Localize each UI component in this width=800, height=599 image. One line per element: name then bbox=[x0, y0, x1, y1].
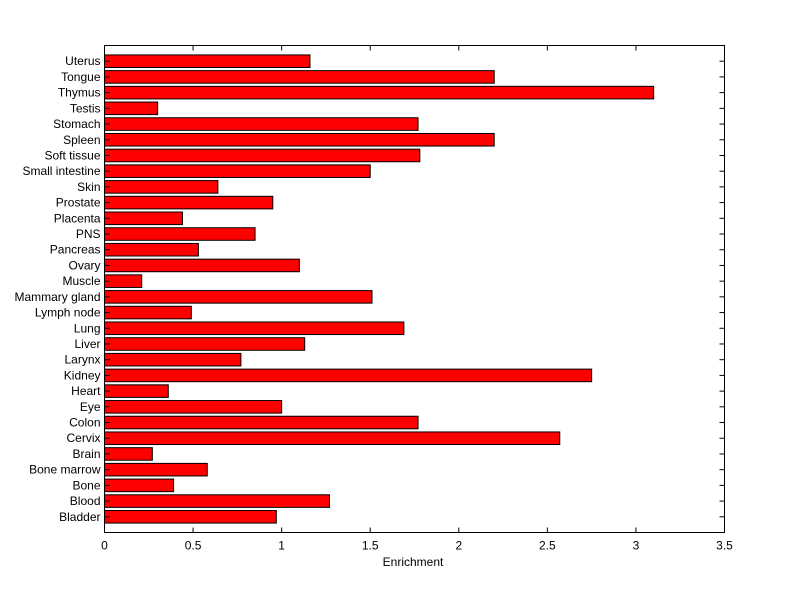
bar-tongue bbox=[104, 70, 495, 84]
y-tick-label: Liver bbox=[74, 337, 100, 351]
y-tick-label: Brain bbox=[72, 447, 100, 461]
y-tick-label: Soft tissue bbox=[44, 148, 100, 162]
x-axis-title: Enrichment bbox=[383, 555, 444, 569]
y-tick-label: PNS bbox=[76, 227, 101, 241]
y-tick-label: Bone bbox=[72, 478, 100, 492]
y-tick-label: Spleen bbox=[63, 133, 100, 147]
bar-bone bbox=[104, 478, 175, 493]
y-tick-label: Thymus bbox=[58, 86, 101, 100]
bar-brain bbox=[104, 447, 153, 461]
y-tick-label: Blood bbox=[70, 494, 101, 508]
bar-liver bbox=[104, 337, 306, 351]
y-tick-label: Colon bbox=[69, 416, 100, 430]
bar-uterus bbox=[104, 54, 311, 68]
bar-bladder bbox=[104, 510, 277, 524]
bar-spleen bbox=[104, 132, 495, 147]
y-tick-label: Kidney bbox=[64, 368, 101, 382]
bar-skin bbox=[104, 180, 219, 194]
bar-soft-tissue bbox=[104, 148, 421, 163]
bar-colon bbox=[104, 415, 419, 430]
bar-cervix bbox=[104, 431, 561, 446]
y-tick-label: Prostate bbox=[56, 196, 101, 210]
bar-small-intestine bbox=[104, 164, 371, 178]
bar-larynx bbox=[104, 352, 242, 367]
bar-pancreas bbox=[104, 242, 199, 257]
bar-blood bbox=[104, 494, 330, 508]
x-tick-label: 3.5 bbox=[716, 539, 733, 553]
x-tick-label: 0 bbox=[101, 539, 108, 553]
bar-kidney bbox=[104, 368, 593, 383]
y-tick-label: Larynx bbox=[64, 353, 100, 367]
x-tick-label: 1 bbox=[278, 539, 285, 553]
y-tick-label: Testis bbox=[70, 101, 101, 115]
y-tick-label: Heart bbox=[71, 384, 101, 398]
bar-heart bbox=[104, 384, 169, 398]
bar-placenta bbox=[104, 211, 183, 226]
bar-thymus bbox=[104, 85, 655, 100]
bar-testis bbox=[104, 101, 159, 116]
y-tick-label: Tongue bbox=[61, 70, 101, 84]
y-tick-label: Bladder bbox=[59, 510, 100, 524]
bar-lung bbox=[104, 321, 405, 336]
bar-mammary-gland bbox=[104, 290, 373, 304]
x-tick-label: 2.5 bbox=[539, 539, 556, 553]
y-tick-label: Placenta bbox=[54, 211, 101, 225]
y-tick-label: Small intestine bbox=[22, 164, 100, 178]
bar-ovary bbox=[104, 258, 300, 273]
bar-bone-marrow bbox=[104, 462, 208, 477]
bar-prostate bbox=[104, 195, 274, 210]
y-tick-label: Stomach bbox=[53, 117, 100, 131]
y-tick-label: Muscle bbox=[62, 274, 100, 288]
y-tick-label: Cervix bbox=[66, 431, 100, 445]
bar-lymph-node bbox=[104, 305, 192, 320]
y-tick-label: Uterus bbox=[65, 54, 100, 68]
y-tick-label: Bone marrow bbox=[29, 463, 101, 477]
y-tick-label: Skin bbox=[77, 180, 100, 194]
x-tick-label: 2 bbox=[455, 539, 462, 553]
y-tick-label: Eye bbox=[80, 400, 101, 414]
bar-stomach bbox=[104, 117, 419, 131]
x-tick-labels: 0 0.5 1 1.5 2 2.5 3 3.5 bbox=[101, 539, 733, 553]
y-tick-label: Mammary gland bbox=[14, 290, 100, 304]
y-tick-label: Ovary bbox=[68, 258, 100, 272]
y-tick-label: Lung bbox=[74, 321, 101, 335]
plot-frame bbox=[104, 45, 725, 533]
y-tick-label: Lymph node bbox=[35, 306, 101, 320]
bar-muscle bbox=[104, 274, 143, 288]
y-tick-label: Pancreas bbox=[50, 243, 101, 257]
x-tick-label: 1.5 bbox=[362, 539, 379, 553]
x-tick-label: 0.5 bbox=[185, 539, 202, 553]
bar-pns bbox=[104, 227, 256, 241]
bar-eye bbox=[104, 400, 283, 414]
x-tick-label: 3 bbox=[633, 539, 640, 553]
ticks-layer bbox=[104, 45, 725, 533]
